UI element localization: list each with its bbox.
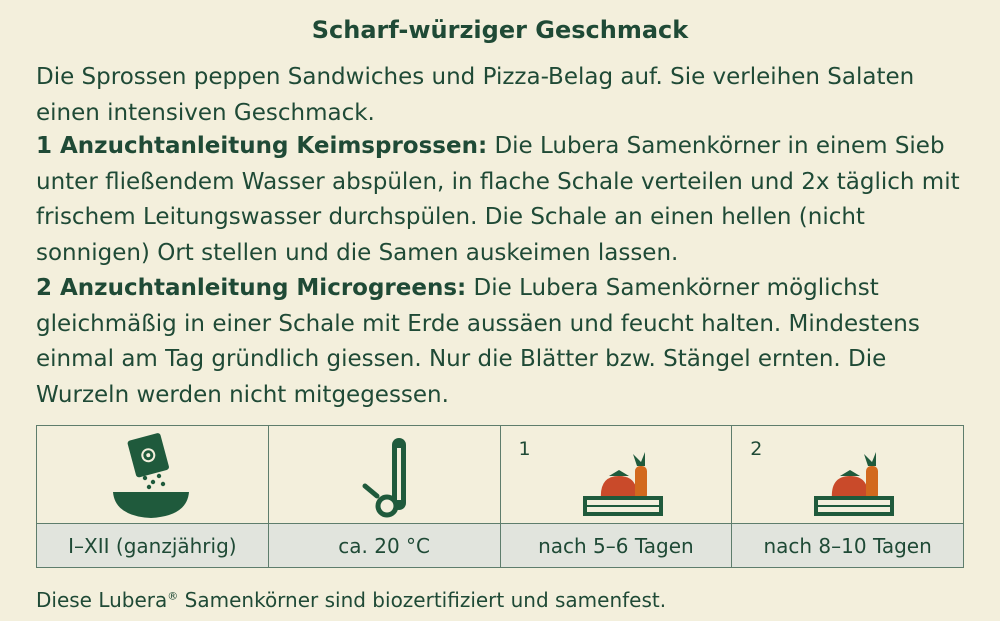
- harvest-crate-icon: [814, 452, 895, 516]
- info-label-harvest-sprouts: nach 5–6 Tagen: [500, 523, 732, 567]
- footer-text-before: Diese Lubera: [36, 588, 168, 612]
- footer-note: Diese Lubera® Samenkörner sind biozertif…: [36, 588, 666, 612]
- info-label-sowing: I–XII (ganzjährig): [37, 523, 268, 567]
- guide-microgreens: 2 Anzuchtanleitung Microgreens: Die Lube…: [36, 271, 976, 413]
- guide-keimsprossen-text: Die Lubera Samenkörner in einem Sieb unt…: [36, 133, 960, 266]
- harvest-crate-icon: [582, 452, 663, 516]
- registered-mark: ®: [167, 589, 179, 603]
- info-cell-harvest-microgreens: 2 nach 8–10 Tagen: [732, 426, 963, 567]
- info-cell-temperature: ca. 20 °C: [268, 426, 501, 567]
- guide-microgreens-heading: 2 Anzuchtanleitung Microgreens:: [36, 275, 467, 301]
- info-number: 2: [750, 438, 763, 460]
- guide-keimsprossen: 1 Anzuchtanleitung Keimsprossen: Die Lub…: [36, 129, 976, 271]
- info-label-temperature: ca. 20 °C: [268, 523, 500, 567]
- info-cell-sowing: I–XII (ganzjährig): [37, 426, 269, 567]
- info-cell-harvest-sprouts: 1 nach 5–6 Tagen: [500, 426, 733, 567]
- info-grid: I–XII (ganzjährig) ca. 20 °C 1 nac: [36, 425, 964, 568]
- seed-packet-bowl-icon: [113, 433, 189, 518]
- thermometer-icon: [362, 438, 406, 518]
- guide-microgreens-text: Die Lubera Samenkörner möglichst gleichm…: [36, 275, 920, 408]
- info-label-harvest-microgreens: nach 8–10 Tagen: [732, 523, 963, 567]
- guide-keimsprossen-heading: 1 Anzuchtanleitung Keimsprossen:: [36, 133, 488, 159]
- intro-paragraph: Die Sprossen peppen Sandwiches und Pizza…: [36, 64, 915, 126]
- info-number: 1: [518, 438, 531, 460]
- page-title: Scharf-würziger Geschmack: [311, 16, 689, 44]
- footer-text-after: Samenkörner sind biozertifiziert und sam…: [178, 588, 667, 612]
